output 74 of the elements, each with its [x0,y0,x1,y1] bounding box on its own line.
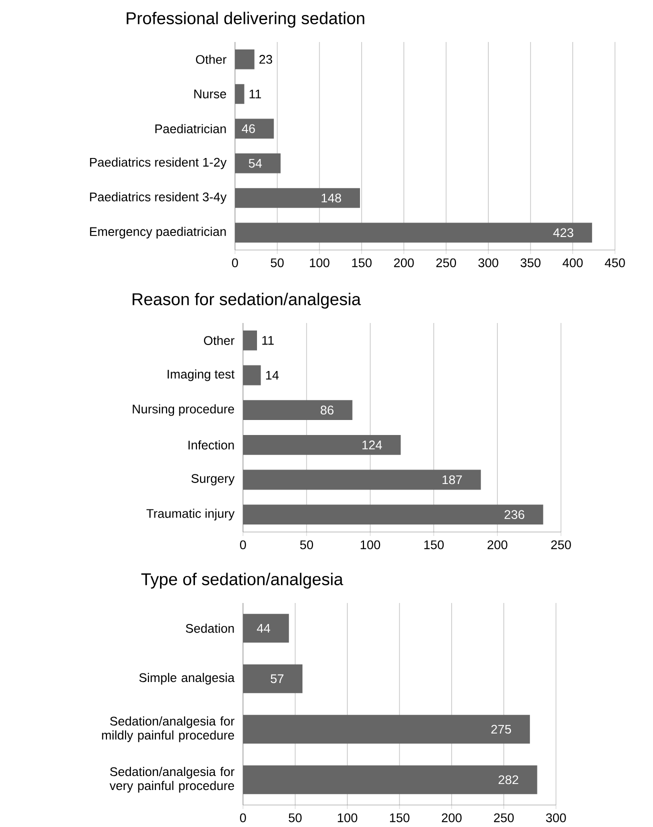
y-tick-label: Infection [188,440,234,450]
x-tick-label: 0 [240,813,246,822]
x-tick-label: 100 [338,813,358,822]
x-tick-label: 0 [232,258,238,268]
data-label: 14 [266,370,279,380]
data-label: 148 [322,194,342,202]
y-tick-label: Paediatrician [155,124,226,134]
data-label: 11 [262,336,274,345]
data-label: 275 [491,724,512,734]
x-tick-label: 150 [352,258,372,268]
x-tick-label: 100 [310,258,330,268]
x-tick-label: 300 [478,258,498,268]
y-tick-label: Imaging test [168,369,235,382]
bar [242,365,261,386]
data-label: 46 [242,124,255,134]
x-tick-label: 50 [300,540,314,550]
data-label: 54 [248,158,262,168]
x-tick-label: 450 [604,258,625,268]
bar [242,765,538,794]
y-tick-label: Nursing procedure [132,404,234,416]
x-tick-label: 50 [270,258,284,268]
chart-title: Reason for sedation/analgesia [132,292,361,309]
x-tick-label: 250 [436,258,456,268]
data-label: 124 [362,440,382,450]
x-tick-label: 100 [360,540,380,550]
y-tick-label: Traumatic injury [146,508,235,520]
bar [242,614,289,643]
y-tick-label: Sedation/analgesia for mildly painful procedure [102,716,234,742]
x-tick-label: 150 [390,813,410,822]
data-label: 11 [250,90,262,98]
x-tick-label: 50 [288,813,302,822]
y-tick-label: Other [204,336,234,346]
x-tick-label: 300 [546,813,566,822]
bar [234,222,592,243]
bar [234,153,281,174]
x-tick-label: 200 [488,540,508,550]
data-label: 423 [553,228,574,238]
x-tick-label: 250 [551,540,571,550]
data-label: 23 [259,54,272,64]
data-label: 282 [498,775,518,784]
x-tick-label: 400 [562,258,583,268]
x-tick-label: 250 [494,813,514,822]
y-tick-label: Paediatrics resident 3-4y [90,192,227,204]
y-tick-label: Nurse [194,90,226,98]
bar [242,504,544,525]
x-tick-label: 200 [394,258,414,268]
bar [234,84,244,104]
bar [242,400,352,420]
bar [234,49,254,70]
data-label: 187 [442,475,462,484]
bar [242,714,530,744]
data-label: 86 [320,406,334,415]
y-tick-label: Simple analgesia [139,672,235,685]
chart-title: Type of sedation/analgesia [141,572,344,589]
y-tick-label: Paediatrics resident 1-2y [90,158,227,170]
y-tick-label: Other [196,54,226,64]
x-tick-label: 200 [442,813,462,822]
bar [242,664,302,694]
bar [234,118,274,139]
y-tick-label: Surgery [191,474,235,486]
data-label: 236 [504,510,524,520]
y-tick-label: Sedation [186,624,234,633]
bar [242,330,257,350]
chart-title: Professional delivering sedation [126,12,364,28]
data-label: 44 [256,624,270,633]
y-tick-label: Emergency paediatrician [90,226,226,238]
data-label: 57 [270,674,284,684]
x-tick-label: 150 [424,540,444,550]
bar [234,188,360,208]
x-tick-label: 350 [520,258,540,268]
bar [242,470,481,490]
bar [242,434,401,455]
x-tick-label: 0 [240,540,246,550]
y-tick-label: Sedation/analgesia for very painful procedure [110,766,234,793]
